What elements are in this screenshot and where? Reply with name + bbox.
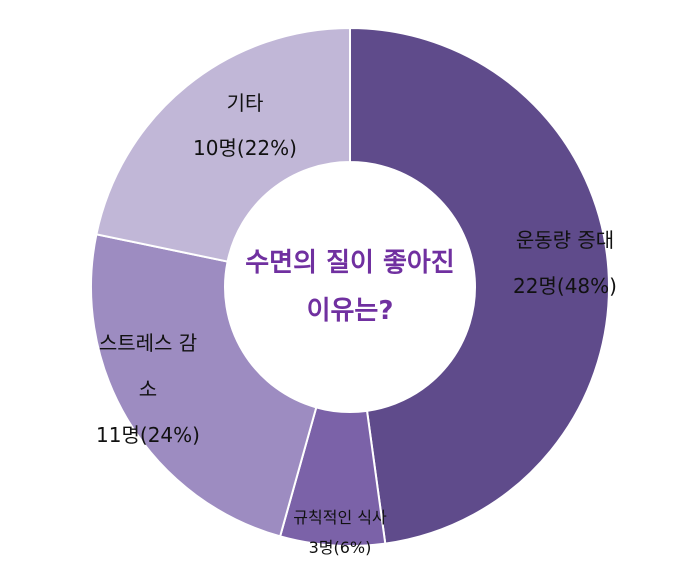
category-label: 규칙적인 식사 (293, 508, 387, 527)
chart-title: 수면의 질이 좋아진 이유는? (245, 248, 455, 326)
donut-slice (95, 26, 351, 263)
donut-slice (349, 26, 610, 545)
category-label: 기타 (226, 91, 264, 115)
category-label: 운동량 증대 (515, 228, 615, 252)
value-label: 3명(6%) (308, 538, 372, 557)
donut-slice (90, 233, 318, 538)
value-label: 22명(48%) (513, 274, 617, 298)
value-label: 11명(24%) (96, 423, 200, 447)
value-label: 10명(22%) (193, 136, 297, 160)
category-label: 스트레스 감소 (98, 331, 198, 401)
